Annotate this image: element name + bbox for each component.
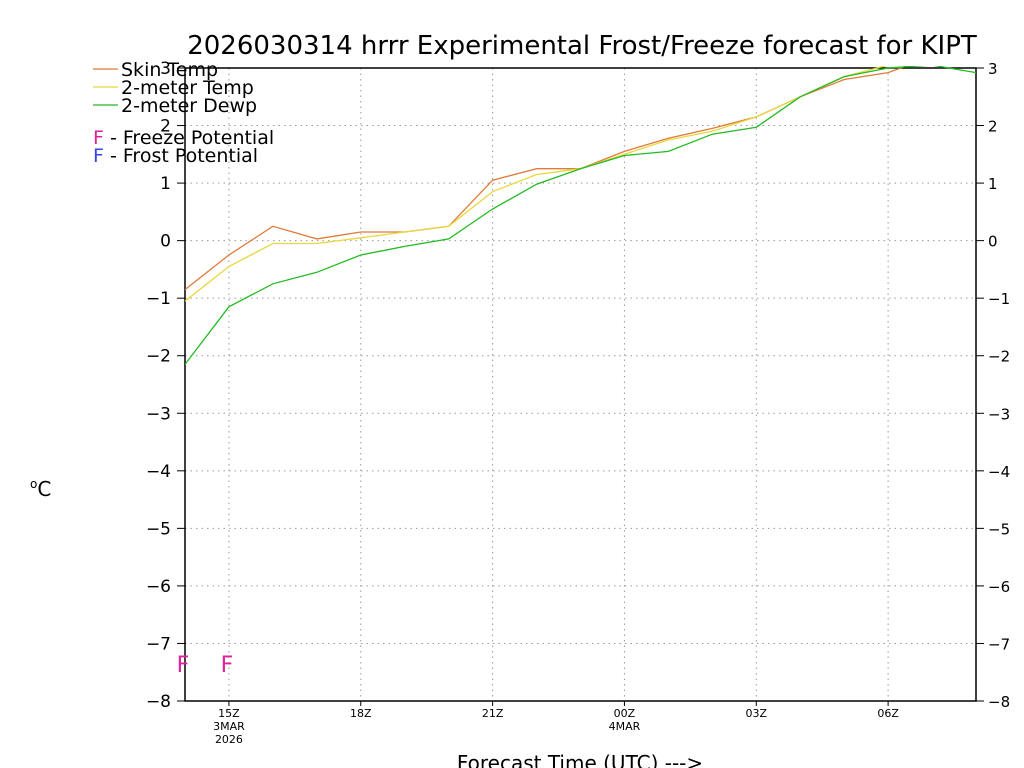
legend-frost-text: - Frost Potential (104, 145, 258, 167)
y-tick-label-right: −6 (988, 578, 1010, 596)
celsius-label: C (37, 477, 51, 501)
series-line-skin-temp (185, 66, 909, 291)
x-tick-label: 00Z (614, 707, 636, 720)
y-tick-label-right: −8 (988, 693, 1010, 711)
y-tick-label: 0 (160, 232, 171, 252)
y-axis-left: −8 −7 −6 −5 −4 −3 −2 −1 0 1 2 3 (146, 59, 185, 712)
grid-lines (185, 68, 976, 701)
x-tick-label: 06Z (877, 707, 899, 720)
y-tick-label: −2 (146, 347, 171, 367)
y-tick-label: −1 (146, 289, 171, 309)
x-tick-sublabel-date: 4MAR (609, 720, 641, 733)
chart-title: 2026030314 hrrr Experimental Frost/Freez… (187, 31, 977, 61)
y-tick-label-right: 2 (988, 118, 998, 136)
legend-freeze: F - Freeze Potential (93, 127, 274, 149)
y-tick-label: 2 (160, 117, 171, 137)
y-axis-unit-label: oC (30, 477, 51, 501)
y-tick-label: −7 (146, 634, 171, 654)
x-tick-label: 03Z (746, 707, 768, 720)
plot-frame (184, 67, 977, 702)
y-tick-label: 3 (160, 59, 171, 79)
x-tick-label: 21Z (482, 707, 504, 720)
y-tick-label-right: 0 (988, 233, 998, 251)
y-tick-label: −3 (146, 404, 171, 424)
series-line-2-meter-temp (185, 66, 888, 302)
y-tick-label-right: −2 (988, 348, 1010, 366)
legend-frost-letter: F (93, 145, 104, 167)
legend-label-skin-temp: Skin Temp (121, 59, 218, 81)
legend: Skin Temp 2-meter Temp 2-meter Dewp F - … (93, 59, 274, 167)
y-tick-label: −6 (146, 577, 171, 597)
legend-freeze-letter: F (93, 127, 104, 149)
y-axis-right: −8 −7 −6 −5 −4 −3 −2 −1 0 1 2 3 (976, 60, 1010, 711)
y-tick-label-right: 1 (988, 175, 998, 193)
legend-label-2m-temp: 2-meter Temp (121, 77, 254, 99)
degree-symbol: o (30, 477, 37, 491)
x-tick-label: 18Z (350, 707, 372, 720)
y-tick-label: 1 (160, 174, 171, 194)
freeze-marker: F (177, 653, 190, 678)
legend-frost: F - Frost Potential (93, 145, 258, 167)
y-tick-label: −4 (146, 462, 171, 482)
series-lines (185, 66, 977, 365)
y-tick-label: −8 (146, 692, 171, 712)
y-tick-label-right: −7 (988, 635, 1010, 653)
x-tick-sublabel-year: 2026 (215, 733, 243, 746)
legend-freeze-text: - Freeze Potential (104, 127, 274, 149)
y-tick-label: −5 (146, 519, 171, 539)
freeze-marker: F (221, 653, 234, 678)
y-tick-label-right: −3 (988, 405, 1010, 423)
y-tick-label-right: −4 (988, 463, 1010, 481)
y-tick-label-right: −5 (988, 520, 1010, 538)
x-tick-sublabel-date: 3MAR (213, 720, 245, 733)
y-tick-label-right: 3 (988, 60, 998, 78)
series-line-2-meter-dewp (185, 66, 977, 365)
y-tick-label-right: −1 (988, 290, 1010, 308)
x-axis-label: Forecast Time (UTC) ---> (457, 751, 703, 768)
legend-label-2m-dewp: 2-meter Dewp (121, 95, 257, 117)
x-tick-label: 15Z (218, 707, 240, 720)
